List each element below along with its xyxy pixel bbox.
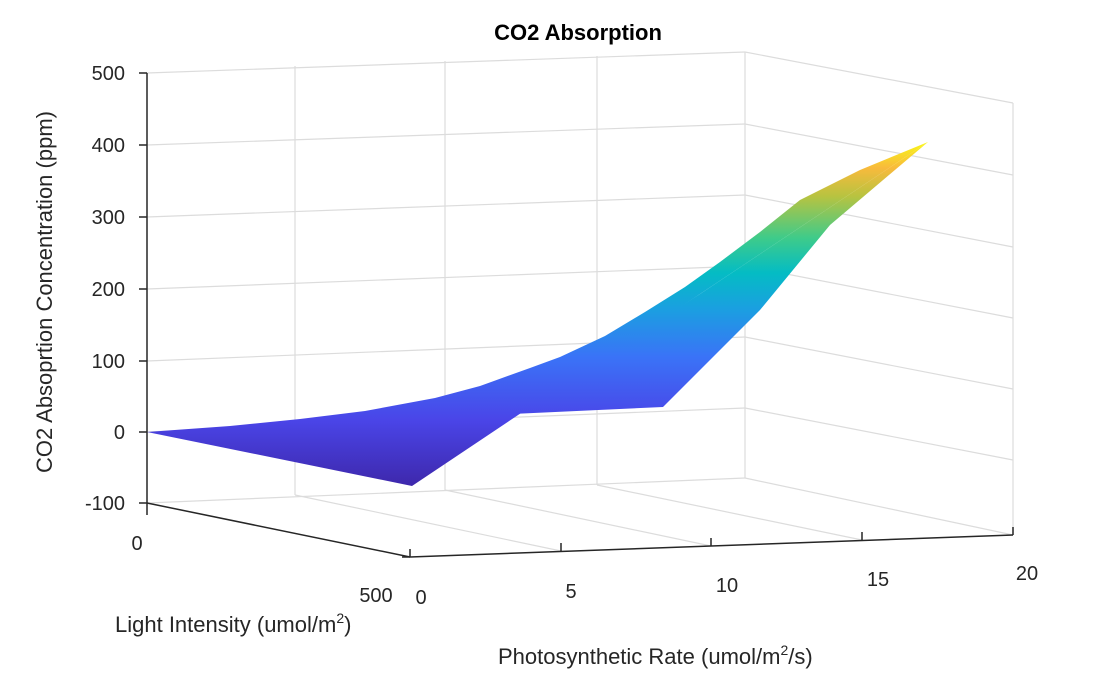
y-axis-label: Light Intensity (umol/m2) [115, 610, 351, 637]
gridline-z-200 [146, 265, 746, 290]
chart-title: CO2 Absorption [494, 20, 662, 45]
x-tick-label: 20 [1016, 563, 1038, 585]
floor-grid [294, 477, 1014, 552]
z-tick-label: -100 [85, 493, 125, 515]
x-tick-label: 15 [867, 569, 889, 591]
side-gridline [744, 336, 1014, 390]
side-gridline [744, 194, 1014, 248]
z-tick-label: 0 [114, 422, 125, 444]
x-axis-label: Photosynthetic Rate (umol/m2/s) [498, 642, 813, 669]
z-tick-label: 200 [92, 279, 125, 301]
side-gridline [744, 51, 1014, 104]
side-wall-grid [744, 51, 1014, 535]
z-axis-ticks [139, 72, 1014, 558]
gridline-z-400 [146, 123, 746, 146]
floor-gridline [294, 494, 562, 552]
z-tick-label: 100 [92, 351, 125, 373]
z-axis-label: CO2 Absoprtion Concentration (ppm) [32, 111, 57, 473]
gridline-z-300 [146, 194, 746, 218]
x-tick-label: 5 [565, 581, 576, 603]
floor-gridline [596, 484, 863, 541]
floor-gridline [744, 477, 1014, 536]
y-axis [146, 502, 411, 558]
side-gridline [744, 265, 1014, 319]
side-gridline [744, 407, 1014, 461]
z-tick-label: 300 [92, 207, 125, 229]
z-tick-label: 500 [92, 63, 125, 85]
x-tick-label: 10 [716, 575, 738, 597]
floor-gridline [444, 489, 712, 547]
surface-front-face [147, 142, 928, 486]
y-tick-label: 500 [359, 585, 392, 607]
gridline-z-500 [146, 51, 746, 74]
y-tick-label: 0 [131, 533, 142, 555]
side-gridline [744, 123, 1014, 176]
x-tick-label: 0 [415, 587, 426, 609]
z-tick-label: 400 [92, 135, 125, 157]
